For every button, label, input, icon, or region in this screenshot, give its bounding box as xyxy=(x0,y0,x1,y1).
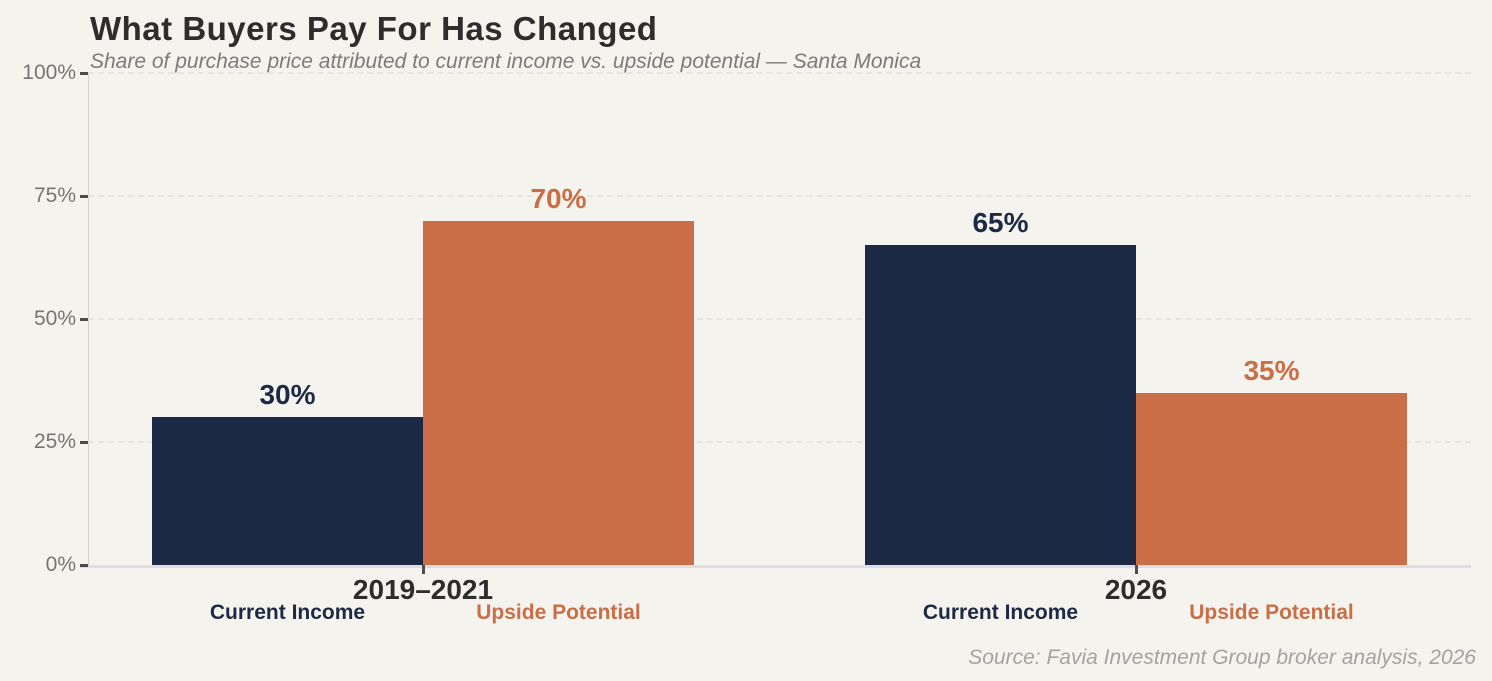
bar-value-label: 70% xyxy=(530,182,587,214)
y-tick-label: 50% xyxy=(33,307,76,330)
series-label: Current Income xyxy=(209,601,366,624)
y-tick-mark xyxy=(80,441,88,444)
series-label: Upside Potential xyxy=(1189,601,1354,624)
gridline xyxy=(88,195,1471,197)
y-tick-mark xyxy=(80,195,88,198)
series-label: Current Income xyxy=(922,601,1079,624)
category-label: 2019–2021 xyxy=(352,574,494,605)
gridline xyxy=(88,72,1471,74)
y-tick-mark xyxy=(80,72,88,75)
bar-value-label: 30% xyxy=(259,379,316,411)
x-tick-mark xyxy=(422,565,425,574)
bar xyxy=(423,220,694,565)
bar xyxy=(1136,392,1407,565)
y-tick-label: 25% xyxy=(33,430,76,453)
y-tick-mark xyxy=(80,564,88,567)
bar-value-label: 35% xyxy=(1243,354,1300,386)
source-note: Source: Favia Investment Group broker an… xyxy=(968,646,1476,669)
x-tick-mark xyxy=(1135,565,1138,574)
bar-value-label: 65% xyxy=(972,207,1029,239)
category-label: 2026 xyxy=(1104,574,1168,605)
chart-title: What Buyers Pay For Has Changed xyxy=(90,10,658,47)
x-axis-line xyxy=(80,565,1471,568)
y-tick-label: 0% xyxy=(45,553,76,576)
y-tick-label: 100% xyxy=(22,61,76,84)
chart-subtitle: Share of purchase price attributed to cu… xyxy=(90,50,922,73)
y-tick-mark xyxy=(80,318,88,321)
bar xyxy=(865,245,1136,565)
bar xyxy=(152,417,423,565)
gridline xyxy=(88,441,1471,443)
y-tick-label: 75% xyxy=(33,184,76,207)
plot-area: 0% 25% 50% 75% 100% 30% Current Income 70% Upsid… xyxy=(22,61,1471,624)
gridline xyxy=(88,318,1471,320)
series-label: Upside Potential xyxy=(476,601,641,624)
